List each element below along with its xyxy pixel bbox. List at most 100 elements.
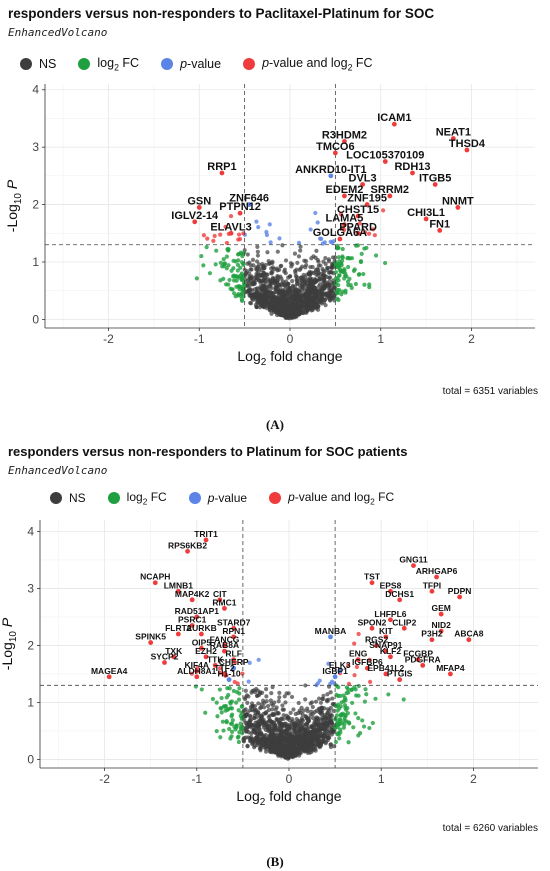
total-variables: total = 6351 variables xyxy=(442,386,538,397)
data-point xyxy=(240,731,245,736)
data-point xyxy=(224,240,230,246)
data-point xyxy=(352,673,357,678)
data-point xyxy=(304,722,309,727)
data-point xyxy=(336,702,341,707)
data-point xyxy=(224,720,229,725)
data-point xyxy=(214,248,219,253)
labeled-data-point xyxy=(196,205,202,210)
data-point xyxy=(242,281,247,287)
data-point xyxy=(240,288,246,293)
data-point xyxy=(352,685,357,690)
data-point xyxy=(254,708,259,713)
gene-label: PTPN12 xyxy=(219,201,261,213)
data-point xyxy=(274,716,279,722)
x-tick-label: 1 xyxy=(377,332,384,346)
legend-label: p-value xyxy=(180,57,222,72)
data-point xyxy=(233,259,238,264)
panel-label: (B) xyxy=(266,854,284,869)
data-point xyxy=(326,296,331,301)
data-point xyxy=(358,259,364,265)
y-tick-label: 2 xyxy=(27,638,34,652)
data-point xyxy=(268,305,274,310)
data-point xyxy=(248,263,253,268)
points-ns xyxy=(241,683,338,761)
data-point xyxy=(204,245,209,250)
labeled-data-point xyxy=(203,537,209,543)
y-tick-label: 3 xyxy=(32,140,39,154)
data-point xyxy=(251,297,256,302)
labeled-data-point xyxy=(175,588,181,594)
data-point xyxy=(263,687,269,692)
gene-label: ANKRD10-IT1 xyxy=(295,164,367,176)
data-point xyxy=(237,275,242,280)
data-point xyxy=(308,712,313,717)
data-point xyxy=(275,275,280,280)
data-point xyxy=(273,746,278,752)
data-point xyxy=(317,277,322,282)
data-point xyxy=(269,285,274,291)
data-point xyxy=(257,746,263,751)
gene-label: FN1 xyxy=(429,218,450,230)
data-point xyxy=(269,296,274,301)
gene-label: OIP5 xyxy=(192,637,212,647)
data-point xyxy=(304,736,309,741)
gene-label: ALDH8A1 xyxy=(177,666,216,676)
gene-label: DCHS1 xyxy=(385,589,414,599)
data-point xyxy=(356,733,361,738)
legend-item-log2fc: log2 FC xyxy=(78,56,139,73)
data-point xyxy=(314,715,319,720)
data-point xyxy=(312,285,317,290)
labeled-data-point xyxy=(388,588,393,594)
labeled-data-point xyxy=(364,665,370,671)
gene-label: LMNB1 xyxy=(164,580,194,590)
data-point xyxy=(265,704,271,709)
data-point xyxy=(269,311,274,316)
gene-label: GNG11 xyxy=(399,555,428,565)
x-tick-label: 0 xyxy=(286,772,293,786)
data-point xyxy=(243,735,248,740)
x-tick-label: -2 xyxy=(99,772,110,786)
data-point xyxy=(236,739,241,745)
data-point xyxy=(243,707,248,712)
data-point xyxy=(246,694,251,699)
gene-label: CHI3L1 xyxy=(407,207,445,219)
y-tick-label: 0 xyxy=(32,312,39,326)
data-point xyxy=(245,261,250,266)
data-point xyxy=(254,259,260,264)
data-point xyxy=(305,277,310,282)
data-point xyxy=(235,735,240,740)
data-point xyxy=(362,246,367,251)
legend-item-pvalue: p-value xyxy=(161,57,221,71)
gene-label: MAP4K2 xyxy=(175,589,210,599)
data-point xyxy=(313,210,318,216)
data-point xyxy=(311,733,316,738)
gene-label: SRRM2 xyxy=(371,184,410,196)
labeled-data-point xyxy=(194,668,200,674)
data-point xyxy=(256,657,261,662)
labeled-data-point xyxy=(374,643,380,648)
data-point xyxy=(237,237,243,242)
data-point xyxy=(306,306,311,311)
gene-label: KIF4A xyxy=(184,660,209,670)
data-point xyxy=(201,233,207,238)
data-point xyxy=(283,294,288,299)
data-point xyxy=(240,715,245,720)
data-point xyxy=(227,277,232,283)
data-point xyxy=(234,700,239,705)
data-point xyxy=(294,739,299,744)
data-point xyxy=(285,291,290,296)
data-point xyxy=(352,641,357,646)
gene-label: GSN xyxy=(187,195,211,207)
gene-label: ENG xyxy=(349,649,368,659)
data-point xyxy=(269,266,274,271)
data-point xyxy=(333,739,339,745)
labeled-data-point xyxy=(410,170,415,176)
labeled-data-point xyxy=(457,594,463,600)
data-point xyxy=(250,257,256,262)
data-point xyxy=(254,286,259,291)
data-point xyxy=(281,747,286,753)
data-point xyxy=(366,231,372,236)
labeled-data-point xyxy=(342,222,347,228)
data-point xyxy=(274,266,279,271)
